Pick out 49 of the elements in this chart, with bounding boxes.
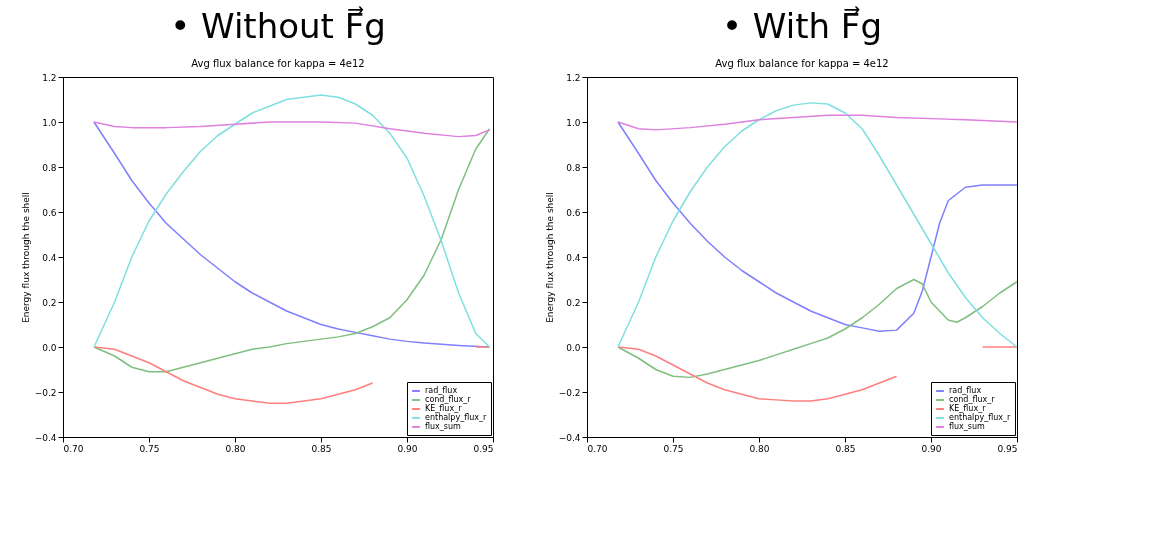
legend-label: cond_flux_r bbox=[425, 395, 472, 404]
y-tick-label: 0.0 bbox=[42, 342, 57, 353]
y-tick-label: 0.6 bbox=[566, 207, 581, 218]
y-tick-label: 0.2 bbox=[42, 297, 57, 308]
y-tick-label: 1.0 bbox=[42, 117, 57, 128]
line-series bbox=[93, 121, 491, 138]
x-tick-label: 0.75 bbox=[663, 443, 684, 454]
x-tick-label: 0.80 bbox=[225, 443, 246, 454]
y-tick-label: 1.2 bbox=[566, 72, 581, 83]
x-tick-label: 0.85 bbox=[311, 443, 332, 454]
x-tick-label: 0.70 bbox=[587, 443, 608, 454]
y-tick-label: 0.2 bbox=[566, 297, 581, 308]
y-tick-label: 0.4 bbox=[42, 252, 57, 263]
legend-label: flux_sum bbox=[949, 422, 986, 431]
x-tick-label: 0.85 bbox=[835, 443, 856, 454]
x-tick-label: 0.90 bbox=[921, 443, 942, 454]
legend-label: rad_flux bbox=[425, 386, 458, 395]
y-tick-label: −0.2 bbox=[34, 387, 57, 398]
line-series bbox=[617, 114, 1018, 131]
line-series bbox=[617, 278, 1018, 379]
chart-subtitle: Avg flux balance for kappa = 4e12 bbox=[715, 58, 889, 69]
y-tick-label: 0.6 bbox=[42, 207, 57, 218]
x-tick-label: 0.95 bbox=[997, 443, 1018, 454]
y-axis-title: Energy flux through the shell bbox=[544, 192, 555, 323]
y-tick-label: 1.2 bbox=[42, 72, 57, 83]
legend-label: rad_flux bbox=[949, 386, 982, 395]
y-axis-title: Energy flux through the shell bbox=[20, 192, 31, 323]
y-tick-label: −0.4 bbox=[34, 432, 57, 443]
y-tick-label: −0.2 bbox=[558, 387, 581, 398]
y-tick-label: 0.4 bbox=[566, 252, 581, 263]
legend-label: cond_flux_r bbox=[949, 395, 996, 404]
legend-label: enthalpy_flux_r bbox=[425, 413, 487, 422]
y-tick-label: 0.8 bbox=[566, 162, 581, 173]
legend-label: enthalpy_flux_r bbox=[949, 413, 1011, 422]
y-tick-label: 1.0 bbox=[566, 117, 581, 128]
chart-title: • With F⃗g bbox=[721, 5, 883, 46]
chart-subtitle: Avg flux balance for kappa = 4e12 bbox=[191, 58, 365, 69]
legend-label: flux_sum bbox=[425, 422, 462, 431]
x-tick-label: 0.80 bbox=[749, 443, 770, 454]
legend-label: KE_flux_r bbox=[425, 404, 463, 413]
x-tick-label: 0.75 bbox=[139, 443, 160, 454]
legend-label: KE_flux_r bbox=[949, 404, 987, 413]
x-tick-label: 0.70 bbox=[63, 443, 84, 454]
y-tick-label: 0.0 bbox=[566, 342, 581, 353]
y-tick-label: 0.8 bbox=[42, 162, 57, 173]
y-tick-label: −0.4 bbox=[558, 432, 581, 443]
x-tick-label: 0.95 bbox=[473, 443, 494, 454]
chart-title: • Without F⃗g bbox=[170, 5, 386, 46]
x-tick-label: 0.90 bbox=[397, 443, 418, 454]
